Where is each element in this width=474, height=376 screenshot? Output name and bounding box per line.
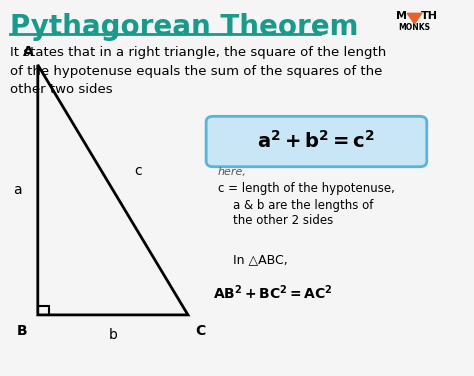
Text: A: A <box>23 45 34 59</box>
Text: $\mathbf{AB^2 + BC^2 = AC^2}$: $\mathbf{AB^2 + BC^2 = AC^2}$ <box>213 283 333 302</box>
Text: C: C <box>196 324 206 338</box>
Text: $\mathbf{a^2 + b^2 = c^2}$: $\mathbf{a^2 + b^2 = c^2}$ <box>257 130 375 152</box>
Text: It states that in a right triangle, the square of the length
of the hypotenuse e: It states that in a right triangle, the … <box>10 46 387 96</box>
Polygon shape <box>407 13 422 24</box>
Text: TH: TH <box>421 11 438 21</box>
Text: the other 2 sides: the other 2 sides <box>218 214 333 227</box>
Text: here,: here, <box>218 167 246 177</box>
Text: c: c <box>134 164 142 178</box>
Text: a & b are the lengths of: a & b are the lengths of <box>218 199 373 212</box>
Text: B: B <box>17 324 27 338</box>
Text: b: b <box>109 328 117 343</box>
Text: c = length of the hypotenuse,: c = length of the hypotenuse, <box>218 182 394 196</box>
FancyBboxPatch shape <box>206 116 427 167</box>
Text: In △ABC,: In △ABC, <box>233 253 288 266</box>
Text: M: M <box>396 11 407 21</box>
Text: Pythagorean Theorem: Pythagorean Theorem <box>10 12 359 41</box>
Text: a: a <box>13 183 22 197</box>
Text: MONKS: MONKS <box>398 23 430 32</box>
